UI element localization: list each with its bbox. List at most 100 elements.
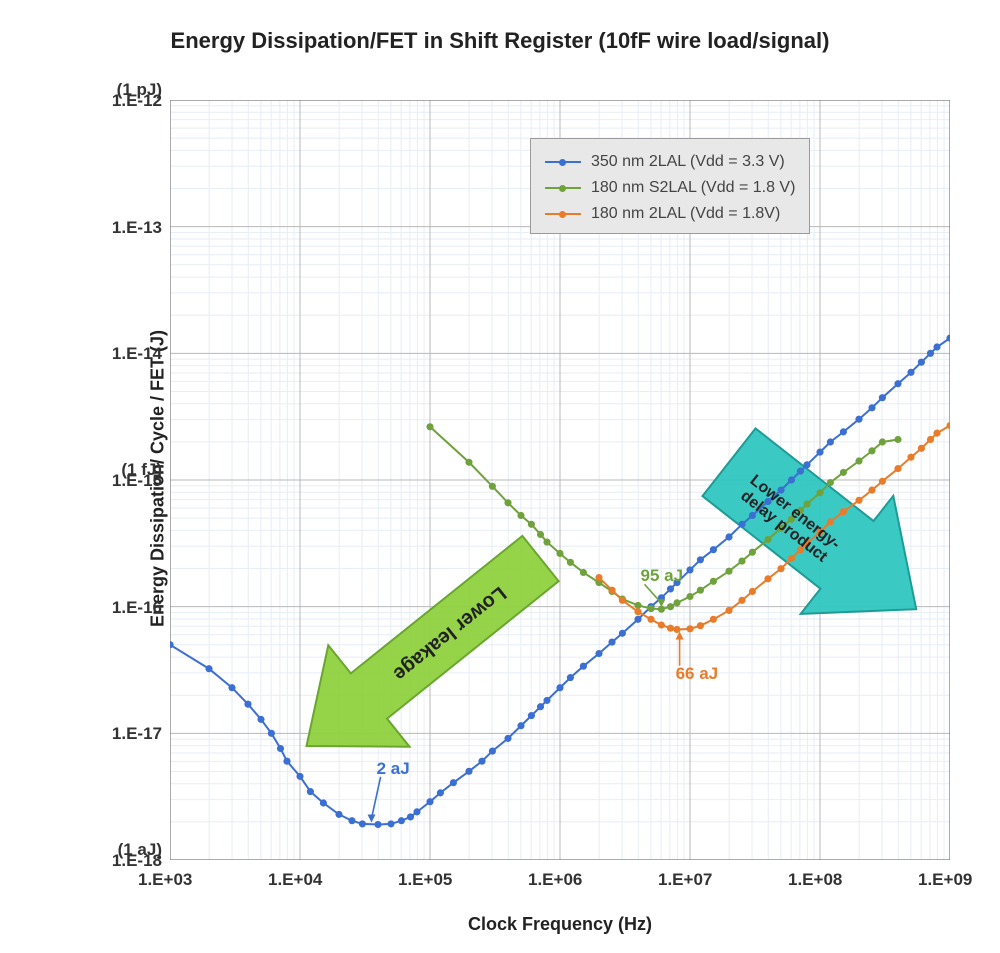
series-marker bbox=[803, 461, 810, 468]
series-marker bbox=[320, 799, 327, 806]
series-marker bbox=[634, 616, 641, 623]
series-marker bbox=[710, 546, 717, 553]
series-marker bbox=[749, 588, 756, 595]
series-marker bbox=[667, 603, 674, 610]
series-marker bbox=[738, 597, 745, 604]
series-marker bbox=[658, 621, 665, 628]
series-marker bbox=[764, 536, 771, 543]
series-marker bbox=[567, 674, 574, 681]
series-marker bbox=[595, 650, 602, 657]
series-marker bbox=[749, 549, 756, 556]
series-marker bbox=[307, 788, 314, 795]
x-tick: 1.E+05 bbox=[398, 870, 452, 890]
series-marker bbox=[450, 779, 457, 786]
chart-title: Energy Dissipation/FET in Shift Register… bbox=[0, 28, 1000, 54]
legend: 350 nm 2LAL (Vdd = 3.3 V)180 nm S2LAL (V… bbox=[530, 138, 810, 234]
series-marker bbox=[634, 602, 641, 609]
series-marker bbox=[504, 735, 511, 742]
series-marker bbox=[348, 817, 355, 824]
series-marker bbox=[803, 500, 810, 507]
series-marker bbox=[868, 487, 875, 494]
series-marker bbox=[933, 343, 940, 350]
series-marker bbox=[465, 768, 472, 775]
series-marker bbox=[426, 423, 433, 430]
series-marker bbox=[398, 817, 405, 824]
series-marker bbox=[788, 555, 795, 562]
series-marker bbox=[556, 684, 563, 691]
callout: 2 aJ bbox=[377, 759, 410, 779]
series-marker bbox=[543, 538, 550, 545]
series-marker bbox=[855, 497, 862, 504]
series-marker bbox=[537, 531, 544, 538]
legend-item: 180 nm S2LAL (Vdd = 1.8 V) bbox=[545, 175, 795, 201]
series-marker bbox=[478, 758, 485, 765]
series-marker bbox=[528, 712, 535, 719]
callout: 66 aJ bbox=[676, 664, 719, 684]
series-marker bbox=[777, 565, 784, 572]
series-marker bbox=[686, 566, 693, 573]
series-marker bbox=[580, 663, 587, 670]
series-marker bbox=[283, 758, 290, 765]
series-marker bbox=[537, 703, 544, 710]
series-marker bbox=[517, 722, 524, 729]
y-tick: 1.E-17 bbox=[112, 724, 162, 744]
series-marker bbox=[556, 550, 563, 557]
series-marker bbox=[816, 449, 823, 456]
series-marker bbox=[894, 436, 901, 443]
series-marker bbox=[764, 575, 771, 582]
series-marker bbox=[725, 607, 732, 614]
series-marker bbox=[697, 587, 704, 594]
series-marker bbox=[710, 616, 717, 623]
y-tick: 1.E-13 bbox=[112, 218, 162, 238]
series-marker bbox=[879, 478, 886, 485]
series-marker bbox=[608, 639, 615, 646]
series-marker bbox=[528, 521, 535, 528]
unit-paren: (1 pJ) bbox=[117, 80, 162, 100]
series-marker bbox=[788, 476, 795, 483]
x-axis-label: Clock Frequency (Hz) bbox=[170, 914, 950, 935]
series-marker bbox=[927, 436, 934, 443]
x-tick: 1.E+03 bbox=[138, 870, 192, 890]
series-marker bbox=[437, 789, 444, 796]
x-tick: 1.E+06 bbox=[528, 870, 582, 890]
x-tick: 1.E+04 bbox=[268, 870, 322, 890]
x-tick: 1.E+09 bbox=[918, 870, 972, 890]
series-marker bbox=[426, 798, 433, 805]
series-marker bbox=[374, 821, 381, 828]
series-marker bbox=[927, 350, 934, 357]
series-marker bbox=[840, 469, 847, 476]
series-marker bbox=[725, 533, 732, 540]
series-marker bbox=[608, 587, 615, 594]
series-marker bbox=[504, 499, 511, 506]
series-marker bbox=[868, 447, 875, 454]
series-marker bbox=[244, 701, 251, 708]
series-marker bbox=[879, 394, 886, 401]
series-marker bbox=[619, 597, 626, 604]
series-marker bbox=[907, 454, 914, 461]
series-marker bbox=[335, 811, 342, 818]
series-marker bbox=[686, 593, 693, 600]
series-marker bbox=[257, 716, 264, 723]
unit-paren: (1 fJ) bbox=[121, 460, 162, 480]
series-marker bbox=[667, 625, 674, 632]
series-marker bbox=[228, 684, 235, 691]
series-marker bbox=[894, 465, 901, 472]
series-marker bbox=[907, 369, 914, 376]
series-marker bbox=[710, 578, 717, 585]
series-marker bbox=[827, 518, 834, 525]
legend-label: 180 nm S2LAL (Vdd = 1.8 V) bbox=[591, 179, 795, 197]
series-marker bbox=[840, 508, 847, 515]
callout: 95 aJ bbox=[641, 566, 684, 586]
series-marker bbox=[738, 557, 745, 564]
series-marker bbox=[879, 438, 886, 445]
y-tick: 1.E-14 bbox=[112, 344, 162, 364]
series-marker bbox=[697, 556, 704, 563]
unit-paren: (1 aJ) bbox=[118, 840, 162, 860]
series-marker bbox=[827, 479, 834, 486]
series-marker bbox=[619, 630, 626, 637]
series-marker bbox=[868, 404, 875, 411]
series-marker bbox=[673, 599, 680, 606]
series-marker bbox=[296, 773, 303, 780]
series-marker bbox=[933, 430, 940, 437]
series-marker bbox=[918, 445, 925, 452]
